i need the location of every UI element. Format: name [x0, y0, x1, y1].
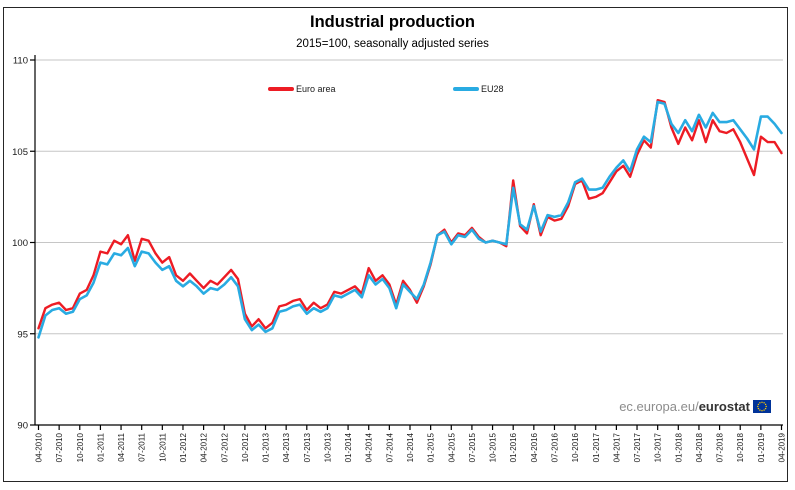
x-tick-label-07-2016: 07-2016	[550, 432, 559, 462]
y-tick-label-105: 105	[12, 147, 28, 158]
legend-label-eu28: EU28	[481, 84, 504, 94]
x-tick-label-07-2013: 07-2013	[303, 432, 312, 462]
x-tick-label-04-2013: 04-2013	[282, 432, 291, 462]
watermark: ec.europa.eu/eurostat	[619, 399, 771, 414]
x-tick-label-01-2019: 01-2019	[757, 432, 766, 462]
x-tick-label-10-2018: 10-2018	[736, 432, 745, 462]
x-tick-label-07-2010: 07-2010	[55, 432, 64, 462]
series-line-eu28	[37, 100, 783, 339]
x-tick-label-04-2017: 04-2017	[612, 432, 621, 462]
x-tick-label-01-2011: 01-2011	[96, 432, 105, 461]
y-tick-label-110: 110	[13, 56, 28, 67]
x-tick-label-01-2014: 01-2014	[344, 432, 353, 462]
x-tick-label-07-2018: 07-2018	[716, 432, 725, 462]
legend-label-euro-area: Euro area	[296, 84, 336, 94]
x-tick-label-01-2016: 01-2016	[509, 432, 518, 462]
x-tick-label-01-2018: 01-2018	[674, 432, 683, 462]
legend-item-euro-area: Euro area	[268, 84, 336, 94]
x-tick-label-04-2016: 04-2016	[530, 432, 539, 462]
x-tick-label-10-2010: 10-2010	[76, 432, 85, 462]
chart-subtitle: 2015=100, seasonally adjusted series	[296, 38, 489, 50]
x-tick-label-07-2014: 07-2014	[385, 432, 394, 462]
y-tick-label-90: 90	[17, 421, 28, 432]
x-tick-label-07-2012: 07-2012	[220, 432, 229, 462]
y-tick-label-100: 100	[12, 238, 28, 249]
eu28-line-swatch	[453, 87, 479, 91]
series-line-euro-area	[37, 98, 783, 330]
x-tick-label-07-2017: 07-2017	[633, 432, 642, 462]
x-tick-label-10-2017: 10-2017	[654, 432, 663, 462]
chart-border	[3, 7, 788, 482]
x-tick-label-10-2016: 10-2016	[571, 432, 580, 462]
x-tick-label-10-2011: 10-2011	[158, 432, 167, 461]
x-tick-label-04-2014: 04-2014	[365, 432, 374, 462]
watermark-prefix: ec.europa.eu/	[619, 399, 699, 414]
chart-title: Industrial production	[310, 13, 475, 31]
x-tick-label-01-2013: 01-2013	[262, 432, 271, 462]
x-tick-label-07-2015: 07-2015	[468, 432, 477, 462]
x-tick-label-04-2012: 04-2012	[200, 432, 209, 462]
x-tick-label-10-2014: 10-2014	[406, 432, 415, 462]
legend-item-eu28: EU28	[453, 84, 504, 94]
x-tick-label-07-2011: 07-2011	[138, 432, 147, 461]
x-tick-label-04-2019: 04-2019	[778, 432, 787, 462]
x-tick-label-10-2015: 10-2015	[489, 432, 498, 462]
x-tick-label-01-2012: 01-2012	[179, 432, 188, 462]
x-tick-label-04-2010: 04-2010	[35, 432, 44, 462]
eu-flag-icon	[753, 400, 771, 413]
x-tick-label-01-2017: 01-2017	[592, 432, 601, 462]
x-tick-label-04-2018: 04-2018	[695, 432, 704, 462]
x-tick-label-04-2011: 04-2011	[117, 432, 126, 461]
x-tick-label-01-2015: 01-2015	[427, 432, 436, 462]
watermark-brand: eurostat	[698, 399, 750, 414]
x-tick-label-10-2013: 10-2013	[323, 432, 332, 462]
euro-area-line-swatch	[268, 87, 294, 91]
y-tick-label-95: 95	[17, 329, 28, 340]
x-tick-label-10-2012: 10-2012	[241, 432, 250, 462]
x-tick-label-04-2015: 04-2015	[447, 432, 456, 462]
